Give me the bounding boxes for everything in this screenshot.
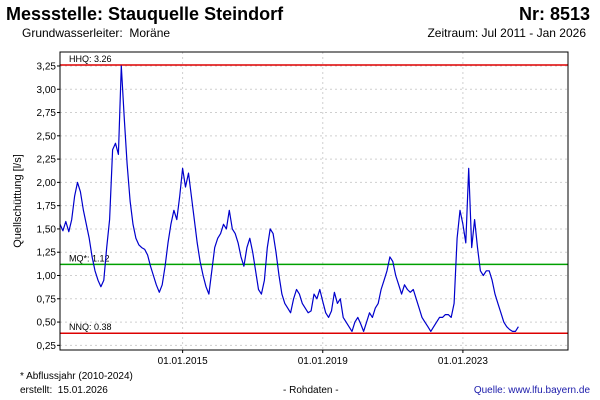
- y-axis-ticks: 0,25 0,50 0,75 1,00 1,25 1,50 1,75 2,00 2,25 2,50…: [37, 61, 60, 352]
- x-tick-label: 01.01.2019: [298, 356, 348, 367]
- y-tick-label: 2,75: [37, 108, 57, 119]
- plot-frame: [59, 51, 569, 351]
- reference-lines: HHQ: 3.26 MQ*: 1.12 NNQ: 0.38: [60, 54, 568, 334]
- x-tick-label: 01.01.2015: [158, 356, 208, 367]
- aquifer-label: Grundwasserleiter:: [22, 26, 123, 40]
- reference-line-label: NNQ: 0.38: [69, 322, 112, 332]
- data-type-label: - Rohdaten -: [283, 385, 339, 396]
- source-link[interactable]: Quelle: www.lfu.bayern.de: [473, 385, 590, 396]
- created-date: 15.01.2026: [57, 385, 108, 396]
- reference-line-label: HHQ: 3.26: [69, 54, 112, 64]
- y-tick-label: 2,00: [37, 178, 57, 189]
- y-axis-label: Quellschüttung [l/s]: [12, 154, 24, 248]
- reference-line-label: MQ*: 1.12: [69, 253, 110, 263]
- y-tick-label: 0,25: [37, 341, 57, 352]
- y-tick-label: 0,75: [37, 294, 57, 305]
- y-tick-label: 0,50: [37, 318, 57, 329]
- created-label: erstellt:: [20, 385, 53, 396]
- x-axis-ticks: 01.01.2015 01.01.2019 01.01.2023: [158, 350, 488, 367]
- y-tick-label: 3,00: [37, 85, 57, 96]
- y-tick-label: 1,00: [37, 271, 57, 282]
- chart-title: Messstelle: Stauquelle Steindorf: [6, 4, 284, 24]
- aquifer-value: Moräne: [129, 26, 171, 40]
- grid: [60, 52, 568, 350]
- y-tick-label: 2,25: [37, 155, 57, 166]
- period-label: Zeitraum: Jul 2011 - Jan 2026: [427, 26, 586, 40]
- y-tick-label: 2,50: [37, 131, 57, 142]
- y-tick-label: 1,25: [37, 248, 57, 259]
- y-tick-label: 3,25: [37, 61, 57, 72]
- aquifer-info: Grundwasserleiter: Moräne: [22, 26, 170, 40]
- station-number: Nr: 8513: [518, 4, 590, 24]
- x-tick-label: 01.01.2023: [438, 356, 488, 367]
- footnote: * Abflussjahr (2010-2024): [20, 371, 133, 382]
- created-info: erstellt: 15.01.2026: [20, 385, 108, 396]
- series-line-0: [59, 65, 519, 332]
- y-tick-label: 1,50: [37, 224, 57, 235]
- y-tick-label: 1,75: [37, 201, 57, 212]
- series-group: [59, 65, 519, 332]
